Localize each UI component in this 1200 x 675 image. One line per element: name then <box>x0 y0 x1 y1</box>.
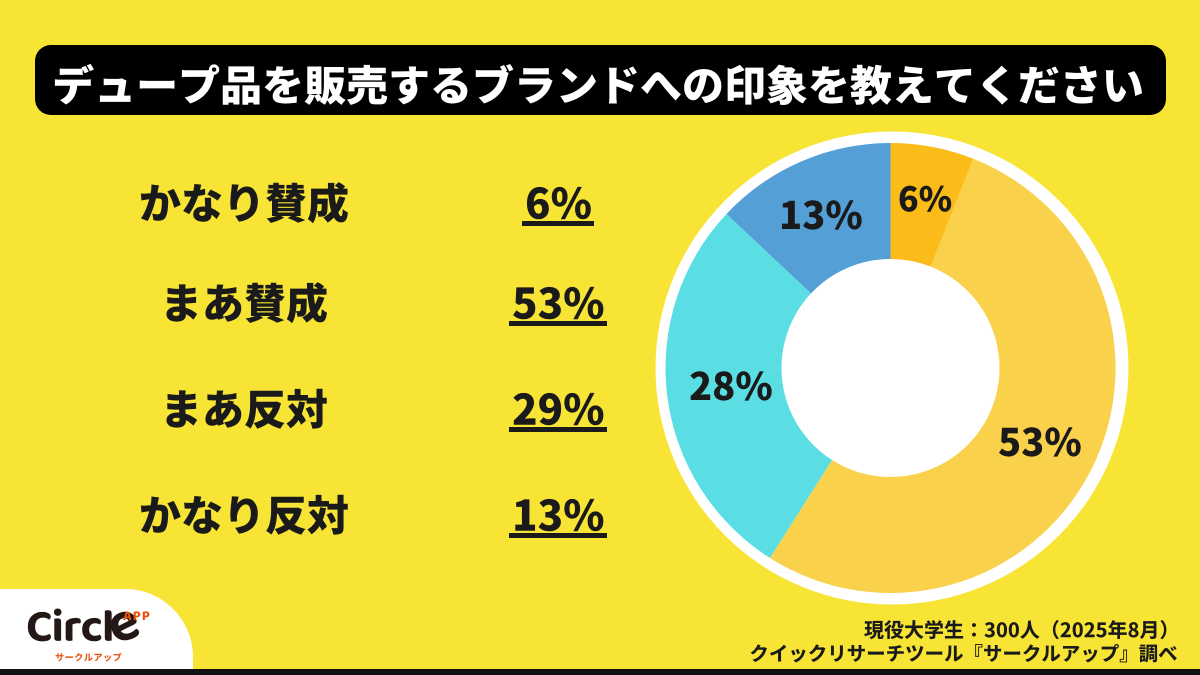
slice-label: 28% <box>689 356 773 411</box>
legend-item-value: 53% <box>512 270 605 331</box>
legend-item-label: かなり賛成 <box>139 170 349 231</box>
legend-item-value: 29% <box>512 376 605 437</box>
footnote-source: クイックリサーチツール『サークルアップ』調べ <box>749 638 1178 666</box>
slice-label: 6% <box>898 172 952 221</box>
percent-underline <box>521 220 595 226</box>
percent-underline <box>508 426 608 432</box>
logo-subtitle: サークルアップ <box>55 650 122 663</box>
logo-container: Circle APP サークルアップ <box>0 589 193 675</box>
percent-underline <box>508 532 608 538</box>
logo-app-badge: APP <box>123 605 150 627</box>
legend-item-label: まあ反対 <box>160 376 328 437</box>
legend-item-label: かなり反対 <box>139 482 349 543</box>
title-banner: デュープ品を販売するブランドへの印象を教えてください <box>35 45 1166 115</box>
bottom-accent-bar <box>0 669 1200 675</box>
banner-title: デュープ品を販売するブランドへの印象を教えてください <box>52 52 1144 113</box>
slice-label: 13% <box>779 185 863 240</box>
donut-slice <box>726 143 891 294</box>
slice-label: 53% <box>998 412 1082 467</box>
percent-underline <box>508 320 608 326</box>
legend-item-value: 6% <box>525 170 592 231</box>
donut-slice <box>769 158 1116 594</box>
legend-item-label: まあ賛成 <box>160 270 328 331</box>
logo-brand-text: Circle <box>26 591 140 665</box>
legend-item-value: 13% <box>512 482 605 543</box>
footnote-sample: 現役大学生：300人（2025年8月） <box>864 614 1180 643</box>
